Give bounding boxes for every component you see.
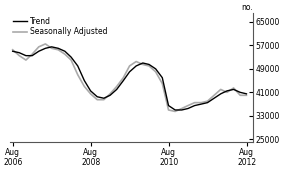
Text: no.: no. <box>241 3 253 12</box>
Legend: Trend, Seasonally Adjusted: Trend, Seasonally Adjusted <box>13 17 108 36</box>
